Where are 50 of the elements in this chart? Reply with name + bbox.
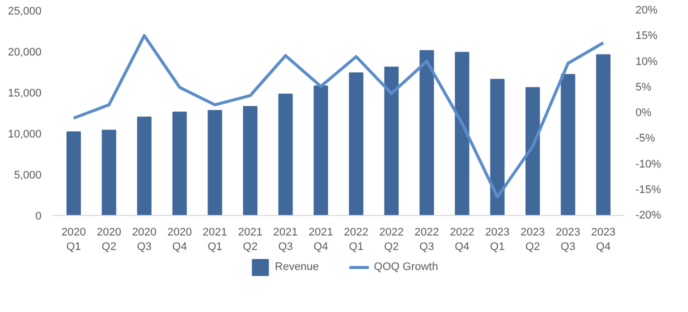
x-tick-label: 2023 Q1 bbox=[485, 226, 510, 253]
bar bbox=[348, 72, 364, 216]
bar bbox=[208, 110, 222, 216]
x-tick-label: 2022 Q4 bbox=[450, 226, 474, 253]
bar bbox=[172, 112, 187, 216]
x-tick-label: 2022 Q3 bbox=[414, 226, 440, 253]
y-tick-label: 0 bbox=[35, 210, 42, 222]
bar bbox=[278, 94, 293, 216]
x-tick-label: 2023 Q2 bbox=[520, 226, 545, 253]
bar bbox=[137, 116, 152, 216]
bar bbox=[596, 54, 611, 216]
line-series bbox=[72, 34, 605, 199]
bar bbox=[454, 52, 470, 216]
y2-tick-label: 0% bbox=[636, 107, 652, 119]
y-tick-label: 10,000 bbox=[8, 128, 42, 140]
x-tick-label: 2022 Q1 bbox=[344, 226, 368, 253]
y2-tick-label: -5% bbox=[636, 132, 656, 145]
x-tick-label: 2021 Q2 bbox=[238, 226, 262, 253]
bar bbox=[314, 85, 328, 216]
x-tick-label: 2023 Q3 bbox=[556, 226, 580, 253]
x-tick-label: 2020 Q3 bbox=[132, 226, 157, 253]
x-tick-label: 2020 Q2 bbox=[96, 226, 122, 253]
y2-tick-label: -20% bbox=[636, 210, 662, 222]
y2-tick-label: -15% bbox=[636, 184, 662, 196]
bar bbox=[66, 131, 81, 216]
y2-tick-label: -10% bbox=[636, 158, 662, 170]
bar bbox=[384, 66, 399, 216]
legend-label: Revenue bbox=[274, 261, 319, 273]
y2-tick-label: 20% bbox=[636, 4, 658, 16]
y-tick-label: 5,000 bbox=[14, 170, 42, 182]
y2-tick-label: 5% bbox=[636, 81, 652, 94]
legend-label: QOQ Growth bbox=[374, 261, 438, 273]
x-tick-label: 2021 Q4 bbox=[308, 226, 334, 253]
x-tick-label: 2021 Q1 bbox=[202, 226, 228, 253]
y-tick-label: 20,000 bbox=[8, 46, 42, 58]
x-tick-label: 2022 Q2 bbox=[379, 226, 404, 253]
bar bbox=[490, 78, 505, 216]
x-tick-label: 2020 Q4 bbox=[167, 226, 192, 253]
bar bbox=[560, 74, 576, 216]
y2-tick-label: 15% bbox=[636, 30, 658, 42]
x-tick-label: 2023 Q4 bbox=[591, 226, 616, 253]
bar bbox=[102, 130, 116, 216]
x-tick-label: 2020 Q1 bbox=[61, 226, 86, 253]
bar bbox=[525, 87, 540, 216]
y2-tick-label: 10% bbox=[636, 56, 658, 68]
bar bbox=[420, 50, 434, 216]
bar bbox=[243, 106, 258, 216]
x-tick-label: 2021 Q3 bbox=[273, 226, 298, 253]
y-tick-label: 15,000 bbox=[8, 88, 42, 100]
y-tick-label: 25,000 bbox=[8, 6, 42, 18]
